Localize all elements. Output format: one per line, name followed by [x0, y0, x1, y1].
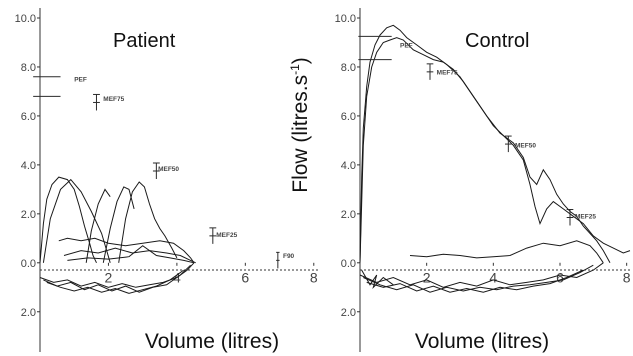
patient-trace-6 [58, 237, 195, 264]
patient-trace-8 [67, 245, 195, 264]
control-trace-7 [361, 269, 394, 289]
patient-annotations: PEF MEF75 MEF50 MEF25 F90 [74, 77, 294, 260]
patient-y-tick-label: 0.0 [21, 258, 36, 270]
patient-trace-2 [42, 178, 111, 263]
patient-trace-4 [118, 181, 178, 263]
patient-y-ticks: 10.0 8.0 6.0 4.0 2.0 0.0 2.0 [15, 13, 40, 319]
control-x-axis-label: Volume (litres) [415, 330, 549, 353]
patient-trace-11 [46, 269, 184, 294]
control-x-ticks: 2 4 6 8 [423, 262, 631, 285]
control-y-tick-label: 6.0 [341, 111, 356, 123]
control-x-tick-label: 4 [489, 269, 497, 285]
patient-chart-title: Patient [113, 30, 176, 52]
patient-traces [39, 176, 196, 294]
control-y-axis-label-main: Flow (litres.s [289, 75, 312, 193]
patient-x-tick-label: 2 [105, 269, 113, 285]
patient-y-tick-label: 2.0 [21, 307, 36, 319]
control-annotation: MEF75 [437, 69, 458, 76]
patient-x-axis-label: Volume (litres) [145, 330, 279, 353]
patient-trace-5 [102, 186, 135, 263]
patient-predicted-marker [152, 162, 160, 179]
patient-y-tick-label: 4.0 [21, 160, 36, 172]
patient-predicted-marker [93, 93, 100, 111]
control-x-tick-label: 2 [423, 269, 431, 285]
patient-trace-1 [39, 176, 97, 264]
patient-trace-3 [85, 188, 111, 263]
control-y-ticks: 10.0 8.0 6.0 4.0 2.0 0.0 2.0 [335, 13, 360, 319]
control-trace-6 [366, 269, 584, 293]
control-annotation: MEF50 [515, 143, 536, 150]
patient-trace-7 [63, 247, 196, 264]
patient-annotation: MEF25 [216, 232, 237, 239]
patient-annotation: PEF [74, 77, 87, 84]
patient-annotation: MEF75 [103, 96, 124, 103]
control-predicted-marker [426, 63, 434, 80]
patient-x-tick-label: 6 [241, 269, 249, 285]
patient-x-tick-label: 8 [310, 269, 318, 285]
patient-y-tick-label: 2.0 [21, 209, 36, 221]
control-panel: 10.0 8.0 6.0 4.0 2.0 0.0 2.0 2 4 6 8 PEF MEF75 MEF5… [288, 8, 631, 353]
patient-predicted-marker [209, 227, 217, 244]
control-trace-1 [359, 24, 611, 264]
control-y-tick-label: 8.0 [341, 62, 356, 74]
control-chart-title: Control [465, 30, 529, 52]
control-y-axis-label: Flow (litres.s-1) [288, 57, 312, 193]
control-traces [359, 24, 631, 293]
control-predicted-marker [566, 209, 574, 226]
control-trace-4 [359, 262, 604, 288]
control-predicted-marker [505, 135, 512, 153]
patient-annotation: MEF50 [158, 166, 179, 173]
control-y-tick-label: 2.0 [341, 307, 356, 319]
patient-y-tick-label: 8.0 [21, 62, 36, 74]
control-trace-2 [359, 37, 631, 263]
patient-trace-9 [39, 262, 195, 288]
control-annotation: MEF25 [575, 214, 596, 221]
control-y-tick-label: 2.0 [341, 209, 356, 221]
patient-predicted-marker [276, 251, 280, 269]
control-trace-3 [409, 240, 604, 264]
patient-trace-10 [43, 264, 191, 293]
patient-annotation: F90 [283, 253, 295, 260]
control-y-axis-label-suffix: ) [289, 57, 312, 64]
patient-y-tick-label: 6.0 [21, 111, 36, 123]
control-y-tick-label: 0.0 [341, 258, 356, 270]
control-annotation: PEF [400, 42, 413, 49]
control-y-axis-label-superscript: -1 [288, 64, 302, 75]
control-x-tick-label: 8 [623, 269, 631, 285]
patient-y-tick-label: 10.0 [15, 13, 36, 25]
control-y-tick-label: 4.0 [341, 160, 356, 172]
control-predicted-markers [358, 35, 574, 226]
control-y-tick-label: 10.0 [335, 13, 356, 25]
control-annotations: PEF MEF75 MEF50 MEF25 [400, 42, 596, 220]
control-x-tick-label: 6 [556, 269, 564, 285]
patient-predicted-markers [33, 76, 280, 269]
